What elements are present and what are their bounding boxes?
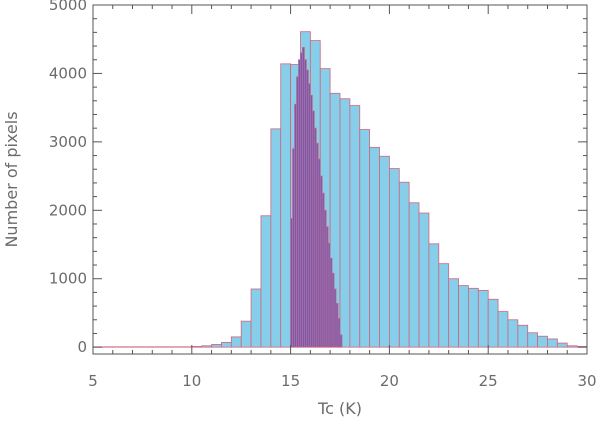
- wide-bin-bar: [240, 320, 252, 348]
- wide-bin-bar: [201, 345, 212, 348]
- wide-bin-bar: [556, 342, 568, 348]
- wide-bin-bar: [537, 335, 548, 348]
- narrow-bin-bar: [337, 318, 341, 348]
- x-tick-label: 10: [182, 372, 201, 390]
- wide-bin-bar: [359, 129, 371, 348]
- x-tick-label: 5: [88, 372, 98, 390]
- y-tick-labels: 0 1000 2000 3000 4000 5000: [49, 0, 87, 356]
- wide-bin-bar: [388, 168, 400, 348]
- x-tick-label: 15: [281, 372, 300, 390]
- y-tick-label: 4000: [49, 64, 87, 82]
- wide-bin-bar: [438, 263, 450, 348]
- wide-bin-bar: [428, 243, 440, 348]
- wide-bin-bar: [221, 341, 232, 348]
- x-axis-title: Tc (K): [317, 399, 362, 418]
- wide-bin-bar: [191, 346, 203, 348]
- wide-bin-bar: [349, 105, 361, 348]
- wide-bin-bar: [408, 202, 420, 348]
- wide-bin-bar: [477, 289, 489, 348]
- wide-bin-bar: [527, 332, 538, 348]
- wide-bin-bar: [260, 215, 272, 348]
- y-tick-label: 1000: [49, 270, 87, 288]
- wide-bin-bar: [398, 181, 410, 348]
- y-tick-label: 2000: [49, 201, 87, 219]
- series-wide-bars: [92, 31, 588, 348]
- wide-bin-bar: [250, 288, 262, 348]
- x-tick-label: 20: [380, 372, 399, 390]
- y-tick-label: 5000: [49, 0, 87, 14]
- wide-bin-bar: [280, 63, 292, 348]
- axis-ticks: [92, 4, 588, 354]
- plot-frame: [92, 4, 588, 355]
- wide-bin-bar: [497, 311, 509, 348]
- wide-bin-bar: [211, 344, 222, 348]
- wide-bin-bar: [566, 345, 578, 348]
- x-tick-label: 30: [577, 372, 596, 390]
- y-tick-label: 0: [77, 338, 87, 356]
- wide-bin-bar: [458, 285, 469, 348]
- wide-bin-bar: [517, 324, 529, 348]
- wide-bin-bar: [339, 98, 351, 348]
- y-axis-title: Number of pixels: [2, 111, 21, 247]
- wide-bin-bar: [270, 128, 282, 348]
- wide-bin-bar: [507, 319, 519, 348]
- narrow-bin-bar: [339, 334, 343, 348]
- x-tick-labels: 5 10 15 20 25 30: [88, 372, 596, 390]
- wide-bin-bar: [379, 155, 390, 348]
- wide-bin-bar: [547, 338, 558, 348]
- x-tick-label: 25: [479, 372, 498, 390]
- series-narrow-bars: [290, 47, 343, 348]
- wide-bin-bar: [230, 336, 242, 348]
- wide-bin-bar: [487, 298, 499, 348]
- wide-bin-bar: [369, 146, 380, 348]
- wide-bin-bar: [448, 278, 459, 348]
- y-tick-label: 3000: [49, 133, 87, 151]
- wide-bin-bar: [468, 287, 479, 348]
- wide-bin-bar: [418, 212, 430, 348]
